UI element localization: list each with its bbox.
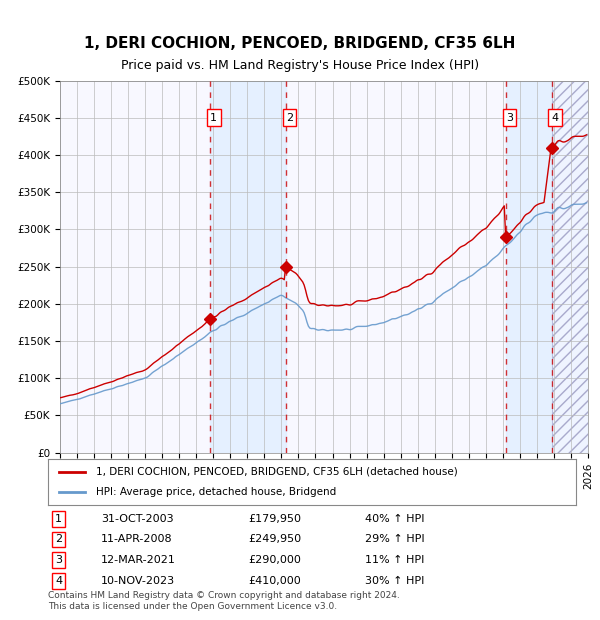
Text: 4: 4 xyxy=(551,113,559,123)
Text: 4: 4 xyxy=(55,576,62,586)
Bar xyxy=(211,81,286,453)
Bar xyxy=(551,81,588,453)
Text: £249,950: £249,950 xyxy=(248,534,302,544)
Text: HPI: Average price, detached house, Bridgend: HPI: Average price, detached house, Brid… xyxy=(95,487,336,497)
Text: £290,000: £290,000 xyxy=(248,555,302,565)
Text: 1, DERI COCHION, PENCOED, BRIDGEND, CF35 6LH (detached house): 1, DERI COCHION, PENCOED, BRIDGEND, CF35… xyxy=(95,467,457,477)
Text: 2: 2 xyxy=(286,113,293,123)
Text: 31-OCT-2003: 31-OCT-2003 xyxy=(101,514,173,524)
Text: 11-APR-2008: 11-APR-2008 xyxy=(101,534,172,544)
Text: Price paid vs. HM Land Registry's House Price Index (HPI): Price paid vs. HM Land Registry's House … xyxy=(121,59,479,71)
Text: 12-MAR-2021: 12-MAR-2021 xyxy=(101,555,176,565)
Text: 1: 1 xyxy=(55,514,62,524)
Text: Contains HM Land Registry data © Crown copyright and database right 2024.
This d: Contains HM Land Registry data © Crown c… xyxy=(48,591,400,611)
Text: 2: 2 xyxy=(55,534,62,544)
Text: 10-NOV-2023: 10-NOV-2023 xyxy=(101,576,175,586)
Text: 3: 3 xyxy=(55,555,62,565)
Text: £410,000: £410,000 xyxy=(248,576,301,586)
Text: 40% ↑ HPI: 40% ↑ HPI xyxy=(365,514,424,524)
Bar xyxy=(506,81,551,453)
Bar xyxy=(551,81,588,453)
Text: 11% ↑ HPI: 11% ↑ HPI xyxy=(365,555,424,565)
Text: 29% ↑ HPI: 29% ↑ HPI xyxy=(365,534,424,544)
Text: 1, DERI COCHION, PENCOED, BRIDGEND, CF35 6LH: 1, DERI COCHION, PENCOED, BRIDGEND, CF35… xyxy=(85,36,515,51)
Text: 1: 1 xyxy=(211,113,217,123)
Text: 3: 3 xyxy=(506,113,513,123)
Text: £179,950: £179,950 xyxy=(248,514,302,524)
Text: 30% ↑ HPI: 30% ↑ HPI xyxy=(365,576,424,586)
